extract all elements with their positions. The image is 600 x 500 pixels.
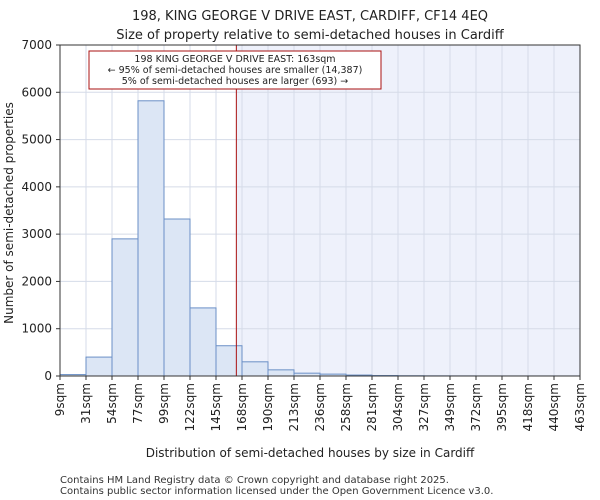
annotation-line-3: 5% of semi-detached houses are larger (6…: [122, 76, 349, 87]
x-tick-label: 236sqm: [313, 383, 327, 431]
bar-145sqm: [215, 345, 243, 377]
chart-subtitle: Size of property relative to semi-detach…: [116, 28, 505, 43]
x-tick-label: 168sqm: [235, 383, 249, 431]
annotation-frame: [88, 50, 382, 90]
x-tick-label: 258sqm: [339, 383, 353, 431]
x-tick-label: 213sqm: [287, 383, 301, 431]
y-tick-label: 0: [44, 369, 52, 383]
bar-77sqm: [137, 100, 165, 377]
y-axis-label: Number of semi-detached properties: [2, 102, 16, 324]
x-tick-label: 281sqm: [365, 383, 379, 431]
x-tick-label: 418sqm: [521, 383, 535, 431]
annotation-line-2: ← 95% of semi-detached houses are smalle…: [108, 65, 363, 76]
x-tick-label: 440sqm: [547, 383, 561, 431]
x-tick-label: 327sqm: [417, 383, 431, 431]
x-tick-label: 145sqm: [209, 383, 223, 431]
y-tick-label: 4000: [21, 180, 52, 194]
x-tick-label: 77sqm: [131, 383, 145, 424]
chart-title: 198, KING GEORGE V DRIVE EAST, CARDIFF, …: [132, 9, 488, 24]
bar-99sqm: [163, 218, 191, 377]
bar-168sqm: [241, 361, 269, 377]
y-tick-label: 5000: [21, 133, 52, 147]
x-tick-label: 304sqm: [391, 383, 405, 431]
footer-line-1: Contains HM Land Registry data © Crown c…: [60, 475, 449, 486]
x-tick-label: 190sqm: [261, 383, 275, 431]
x-tick-label: 349sqm: [443, 383, 457, 431]
bar-54sqm: [111, 238, 139, 377]
x-tick-label: 372sqm: [469, 383, 483, 431]
x-axis-label: Distribution of semi-detached houses by …: [146, 446, 475, 460]
bar-31sqm: [85, 356, 113, 377]
x-tick-label: 99sqm: [157, 383, 171, 424]
annotation-box: 198 KING GEORGE V DRIVE EAST: 163sqm ← 9…: [88, 50, 382, 90]
footer-line-2: Contains public sector information licen…: [60, 486, 493, 497]
y-tick-label: 1000: [21, 322, 52, 336]
x-tick-label: 463sqm: [573, 383, 587, 431]
x-tick-label: 9sqm: [53, 383, 67, 416]
x-tick-label: 54sqm: [105, 383, 119, 424]
bar-122sqm: [189, 307, 217, 377]
x-tick-label: 31sqm: [79, 383, 93, 424]
bar-190sqm: [267, 369, 295, 377]
annotation-line-1: 198 KING GEORGE V DRIVE EAST: 163sqm: [134, 54, 335, 65]
y-tick-label: 6000: [21, 85, 52, 99]
x-tick-label: 395sqm: [495, 383, 509, 431]
y-tick-label: 2000: [21, 274, 52, 288]
y-tick-label: 3000: [21, 227, 52, 241]
y-tick-label: 7000: [21, 38, 52, 52]
x-tick-label: 122sqm: [183, 383, 197, 431]
